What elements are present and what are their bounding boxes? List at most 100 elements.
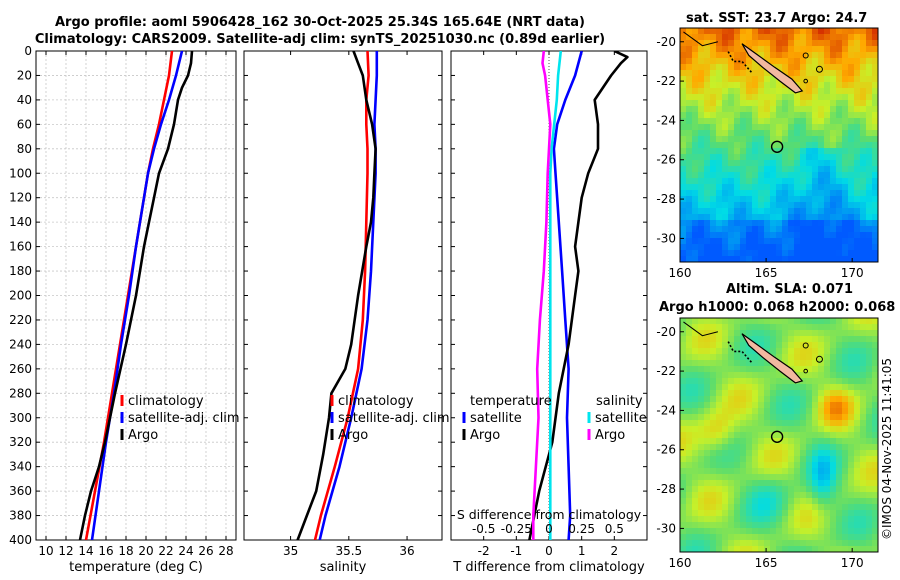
sst-cell — [764, 172, 771, 179]
sst-cell — [812, 244, 819, 251]
sla-cell — [836, 462, 843, 469]
sla-cell — [782, 534, 789, 541]
sst-cell — [716, 34, 723, 41]
sst-cell — [812, 196, 819, 203]
sst-cell — [770, 82, 777, 89]
sst-cell — [716, 136, 723, 143]
sst-cell — [776, 244, 783, 251]
sla-cell — [776, 546, 783, 552]
sla-cell — [860, 456, 867, 463]
sla-y-tick-label: -24 — [656, 403, 676, 417]
sst-cell — [680, 166, 687, 173]
sst-cell — [686, 250, 693, 257]
x-tick-label: 20 — [138, 544, 153, 558]
sst-cell — [698, 130, 705, 137]
sla-cell — [812, 372, 819, 379]
sla-cell — [740, 468, 747, 475]
sst-cell — [692, 70, 699, 77]
sst-cell — [788, 88, 795, 95]
sst-cell — [764, 88, 771, 95]
sst-cell — [686, 70, 693, 77]
sst-cell — [848, 202, 855, 209]
sst-cell — [692, 64, 699, 71]
sla-cell — [758, 498, 765, 505]
sla-cell — [740, 402, 747, 409]
sst-cell — [776, 64, 783, 71]
sst-cell — [734, 202, 741, 209]
sst-cell — [770, 166, 777, 173]
sst-cell — [752, 202, 759, 209]
sst-cell — [740, 118, 747, 125]
sst-cell — [848, 208, 855, 215]
sst-cell — [812, 40, 819, 47]
sst-cell — [770, 112, 777, 119]
sla-cell — [836, 324, 843, 331]
sst-cell — [830, 118, 837, 125]
sla-cell — [740, 486, 747, 493]
sst-y-tick-label: -24 — [656, 113, 676, 127]
sla-cell — [830, 432, 837, 439]
sst-cell — [866, 232, 873, 239]
sla-cell — [830, 462, 837, 469]
sla-cell — [854, 318, 861, 325]
sla-cell — [728, 348, 735, 355]
sst-cell — [836, 160, 843, 167]
sst-cell — [692, 76, 699, 83]
sst-cell — [728, 160, 735, 167]
sla-cell — [782, 426, 789, 433]
sst-cell — [764, 82, 771, 89]
sst-cell — [716, 226, 723, 233]
sla-cell — [788, 522, 795, 529]
sla-cell — [860, 366, 867, 373]
sla-field — [680, 318, 878, 552]
sst-cell — [854, 142, 861, 149]
sla-cell — [704, 414, 711, 421]
sst-cell — [704, 184, 711, 191]
sla-cell — [764, 330, 771, 337]
sst-cell — [770, 40, 777, 47]
sla-cell — [734, 318, 741, 325]
sla-cell — [716, 522, 723, 529]
sla-cell — [842, 342, 849, 349]
sst-cell — [788, 34, 795, 41]
sst-cell — [860, 244, 867, 251]
sst-cell — [770, 232, 777, 239]
sla-cell — [770, 402, 777, 409]
sst-cell — [842, 100, 849, 107]
sst-cell — [824, 70, 831, 77]
sst-cell — [728, 112, 735, 119]
sla-cell — [680, 522, 687, 529]
sla-cell — [788, 546, 795, 552]
sst-cell — [800, 238, 807, 245]
sla-cell — [854, 354, 861, 361]
sst-cell — [758, 238, 765, 245]
sst-cell — [686, 136, 693, 143]
sla-y-tick-label: -22 — [656, 364, 676, 378]
sst-cell — [782, 208, 789, 215]
sla-cell — [782, 342, 789, 349]
sla-cell — [698, 534, 705, 541]
sla-cell — [716, 420, 723, 427]
sst-cell — [818, 76, 825, 83]
sla-cell — [812, 486, 819, 493]
sst-cell — [758, 136, 765, 143]
sla-cell — [830, 372, 837, 379]
sst-cell — [746, 142, 753, 149]
sla-cell — [752, 420, 759, 427]
s-tick-label: 0.25 — [568, 522, 595, 536]
sst-cell — [698, 202, 705, 209]
sst-cell — [794, 124, 801, 131]
sst-cell — [704, 94, 711, 101]
x-tick-label: 10 — [38, 544, 53, 558]
sla-cell — [836, 360, 843, 367]
sst-cell — [770, 124, 777, 131]
sst-cell — [716, 196, 723, 203]
sst-cell — [806, 58, 813, 65]
sst-cell — [710, 112, 717, 119]
sla-cell — [692, 354, 699, 361]
sst-cell — [812, 220, 819, 227]
sla-cell — [860, 540, 867, 547]
sst-cell — [800, 172, 807, 179]
sst-cell — [788, 148, 795, 155]
sla-cell — [848, 348, 855, 355]
